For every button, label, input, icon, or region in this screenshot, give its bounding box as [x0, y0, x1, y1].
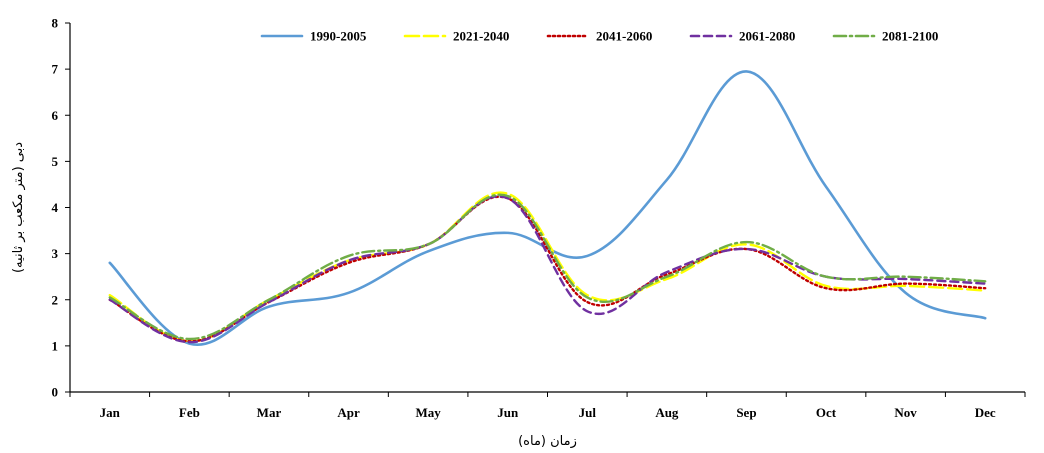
x-tick-label: Oct	[816, 405, 837, 420]
y-tick-label: 2	[52, 292, 59, 307]
x-tick-label: Jan	[100, 405, 121, 420]
x-tick-label: Dec	[975, 405, 996, 420]
x-axis-title: زمان (ماه)	[518, 434, 577, 449]
x-tick-label: Sep	[736, 405, 756, 420]
y-axis-title: دبی (متر مکعب بر ثانیه)	[11, 142, 26, 273]
series-line-1990-2005	[108, 70, 987, 346]
y-tick-label: 6	[52, 108, 59, 123]
y-tick-label: 8	[52, 16, 59, 31]
y-tick-label: 4	[52, 200, 59, 215]
series-line-2061-2080	[108, 195, 987, 344]
y-tick-label: 7	[52, 62, 59, 77]
x-tick-label: Jul	[579, 405, 597, 420]
x-tick-label: May	[415, 405, 441, 420]
series-line-2041-2060	[108, 195, 987, 343]
x-tick-label: Mar	[257, 405, 282, 420]
legend-label: 1990-2005	[310, 29, 367, 44]
x-tick-label: Jun	[497, 405, 519, 420]
y-tick-label: 3	[52, 246, 59, 261]
series-line-2081-2100	[108, 193, 987, 341]
series-line-2021-2040	[108, 191, 987, 343]
chart-axes: 0 1 2 3 4 5 6 7 8 Jan Feb Mar Apr May Jun Jul Aug Sep Oct N…	[52, 16, 1026, 420]
legend-label: 2041-2060	[596, 29, 652, 44]
y-tick-label: 1	[52, 338, 59, 353]
legend-label: 2061-2080	[739, 29, 795, 44]
x-tick-label: Aug	[655, 405, 679, 420]
x-tick-label: Apr	[337, 405, 360, 420]
chart-legend: 1990-2005 2021-2040 2041-2060 2061-2080 2081…	[260, 29, 938, 44]
legend-label: 2081-2100	[882, 29, 938, 44]
x-tick-label: Feb	[179, 405, 200, 420]
chart-series	[108, 70, 987, 346]
y-tick-label: 5	[52, 154, 59, 169]
x-tick-label: Nov	[894, 405, 917, 420]
legend-label: 2021-2040	[453, 29, 509, 44]
y-tick-label: 0	[52, 385, 59, 400]
